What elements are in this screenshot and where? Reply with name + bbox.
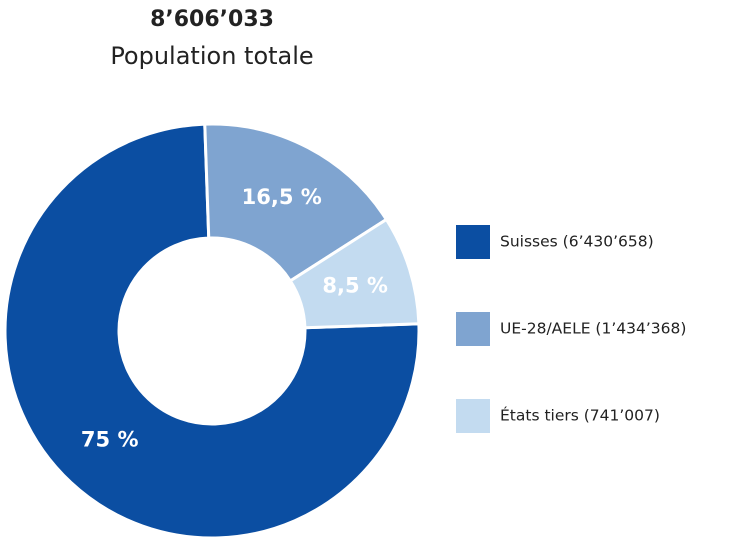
value-label: 16,5 % (242, 185, 322, 209)
donut-segment (203, 122, 389, 283)
donut-segment (288, 217, 421, 330)
donut-segment (3, 122, 421, 537)
legend-swatch (456, 312, 490, 346)
legend-swatch (456, 399, 490, 433)
value-label: 8,5 % (322, 273, 388, 297)
chart-subtitle: Population totale (110, 42, 313, 70)
value-label: 75 % (81, 428, 139, 452)
legend-label: États tiers (741’007) (500, 406, 660, 425)
legend-label: Suisses (6’430’658) (500, 233, 654, 251)
chart-title: 8’606’033 (150, 7, 274, 32)
legend-label: UE-28/AELE (1’434’368) (500, 320, 686, 338)
legend-swatch (456, 225, 490, 259)
